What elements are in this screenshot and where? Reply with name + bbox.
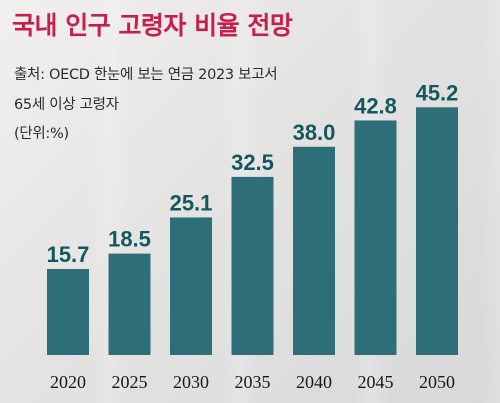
source-note: 출처: OECD 한눈에 보는 연금 2023 보고서 xyxy=(14,67,278,83)
value-label-2030: 25.1 xyxy=(170,190,213,215)
value-label-2040: 38.0 xyxy=(293,120,336,145)
bar-2020 xyxy=(47,268,89,355)
value-label-2020: 15.7 xyxy=(47,242,90,267)
bar-2040 xyxy=(293,146,335,355)
chart-description: 65세 이상 고령자 xyxy=(14,97,119,113)
x-tick-2045: 2045 xyxy=(358,372,394,392)
bar-2045 xyxy=(354,120,397,356)
value-label-2025: 18.5 xyxy=(108,227,151,252)
value-labels-group: 15.7 18.5 25.1 32.5 38.0 42.8 45.2 xyxy=(47,80,459,267)
bar-2025 xyxy=(108,253,151,355)
bar-2035 xyxy=(231,176,274,355)
value-label-2050: 45.2 xyxy=(416,80,459,105)
bar-2030 xyxy=(170,217,212,355)
x-tick-2025: 2025 xyxy=(112,372,148,392)
x-tick-2020: 2020 xyxy=(50,372,86,392)
value-label-2035: 32.5 xyxy=(231,150,274,175)
value-label-2045: 42.8 xyxy=(354,93,397,118)
unit-note: (단위:%) xyxy=(14,126,69,142)
bars-group xyxy=(47,107,458,356)
chart-title: 국내 인구 고령자 비율 전망 xyxy=(12,11,293,40)
x-tick-2030: 2030 xyxy=(173,372,209,392)
x-tick-2035: 2035 xyxy=(235,372,271,392)
x-tick-labels-group: 2020 2025 2030 2035 2040 2045 2050 xyxy=(50,372,455,392)
x-tick-2040: 2040 xyxy=(296,372,332,392)
bar-2050 xyxy=(416,107,458,355)
x-tick-2050: 2050 xyxy=(419,372,455,392)
